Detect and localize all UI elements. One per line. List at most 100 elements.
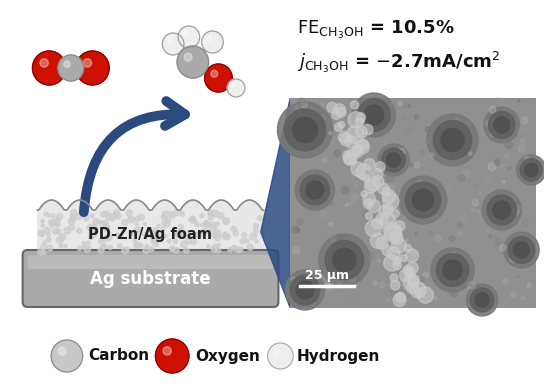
Text: Oxygen: Oxygen xyxy=(195,348,260,364)
Circle shape xyxy=(49,220,54,225)
Circle shape xyxy=(351,194,358,201)
Circle shape xyxy=(204,221,210,227)
Circle shape xyxy=(418,198,420,201)
Circle shape xyxy=(106,215,111,220)
Circle shape xyxy=(143,222,147,226)
Circle shape xyxy=(414,279,419,284)
Circle shape xyxy=(163,234,167,238)
Circle shape xyxy=(361,191,367,197)
Circle shape xyxy=(342,127,345,129)
Circle shape xyxy=(429,232,433,236)
Circle shape xyxy=(379,205,391,217)
Circle shape xyxy=(358,120,361,123)
Circle shape xyxy=(332,262,338,268)
Circle shape xyxy=(521,134,524,137)
Circle shape xyxy=(217,243,220,246)
Circle shape xyxy=(311,173,316,178)
Circle shape xyxy=(475,293,489,307)
Circle shape xyxy=(117,244,122,248)
Circle shape xyxy=(486,178,491,183)
Circle shape xyxy=(363,175,370,183)
Circle shape xyxy=(44,228,50,234)
Circle shape xyxy=(126,210,132,216)
Circle shape xyxy=(278,102,332,158)
Circle shape xyxy=(356,140,369,154)
Text: Carbon: Carbon xyxy=(88,348,150,364)
Circle shape xyxy=(384,222,401,240)
Circle shape xyxy=(381,268,384,270)
Circle shape xyxy=(50,224,53,228)
Circle shape xyxy=(225,234,231,240)
Circle shape xyxy=(403,275,419,291)
Circle shape xyxy=(364,105,384,125)
Circle shape xyxy=(177,46,208,78)
Circle shape xyxy=(284,109,326,151)
Circle shape xyxy=(293,283,295,286)
Circle shape xyxy=(112,213,118,219)
Circle shape xyxy=(390,274,398,282)
Circle shape xyxy=(390,288,397,295)
Circle shape xyxy=(337,283,341,288)
Circle shape xyxy=(152,232,158,239)
Circle shape xyxy=(91,232,96,237)
Circle shape xyxy=(181,230,185,235)
Circle shape xyxy=(91,214,94,218)
Circle shape xyxy=(87,241,90,244)
Circle shape xyxy=(338,131,350,143)
Circle shape xyxy=(354,126,357,129)
Circle shape xyxy=(38,230,44,236)
Circle shape xyxy=(457,222,462,227)
Circle shape xyxy=(521,117,528,124)
Circle shape xyxy=(110,217,114,221)
Circle shape xyxy=(165,221,170,227)
Circle shape xyxy=(214,235,220,241)
Circle shape xyxy=(356,163,361,168)
Circle shape xyxy=(149,247,154,252)
Circle shape xyxy=(448,184,453,189)
Circle shape xyxy=(254,233,257,236)
Circle shape xyxy=(305,221,310,226)
Circle shape xyxy=(435,235,441,242)
Circle shape xyxy=(494,242,500,248)
Circle shape xyxy=(218,213,224,219)
Circle shape xyxy=(298,98,305,106)
Circle shape xyxy=(392,238,406,253)
Circle shape xyxy=(379,213,395,229)
Circle shape xyxy=(407,262,418,274)
Circle shape xyxy=(414,162,420,168)
Circle shape xyxy=(473,184,478,188)
Circle shape xyxy=(378,169,384,175)
Text: 25 μm: 25 μm xyxy=(305,270,349,282)
Circle shape xyxy=(134,244,137,248)
Circle shape xyxy=(503,279,507,284)
Circle shape xyxy=(212,232,218,238)
Circle shape xyxy=(398,158,400,160)
Circle shape xyxy=(349,202,353,206)
Circle shape xyxy=(450,130,453,133)
Circle shape xyxy=(305,223,309,226)
Circle shape xyxy=(378,183,389,195)
Circle shape xyxy=(312,277,319,284)
Circle shape xyxy=(417,181,423,187)
Circle shape xyxy=(70,210,77,217)
FancyBboxPatch shape xyxy=(23,250,278,307)
Circle shape xyxy=(300,175,330,205)
Circle shape xyxy=(51,340,82,372)
Circle shape xyxy=(205,64,232,92)
Circle shape xyxy=(207,36,212,42)
Circle shape xyxy=(268,343,293,369)
Circle shape xyxy=(70,215,75,219)
Circle shape xyxy=(301,122,306,126)
Circle shape xyxy=(163,33,184,55)
Circle shape xyxy=(335,123,343,132)
Circle shape xyxy=(405,249,419,262)
Circle shape xyxy=(231,227,237,232)
Circle shape xyxy=(197,234,200,237)
Circle shape xyxy=(211,70,218,77)
Circle shape xyxy=(178,26,200,48)
Circle shape xyxy=(408,104,411,107)
Circle shape xyxy=(247,244,253,250)
Circle shape xyxy=(367,219,370,221)
Circle shape xyxy=(351,162,365,176)
Circle shape xyxy=(488,163,496,171)
